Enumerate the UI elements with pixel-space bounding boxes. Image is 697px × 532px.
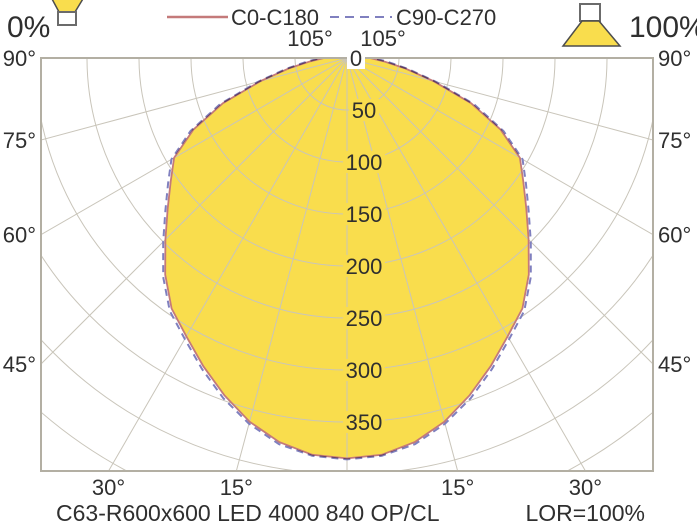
angle-label-right-60: 60° [658, 223, 691, 248]
grid-radial--45deg [42, 59, 347, 364]
radial-label-bg-250 [343, 307, 385, 329]
radial-tick-label-250: 250 [346, 306, 383, 331]
curve-c90-c270 [162, 59, 532, 461]
radial-label-bg-50 [349, 99, 379, 121]
grid-radial-45deg [347, 59, 652, 364]
radial-label-bg-200 [343, 255, 385, 277]
legend-label-c90-c270: C90-C270 [396, 5, 496, 30]
radial-label-bg-100 [343, 151, 385, 173]
radial-tick-label-50: 50 [352, 98, 376, 123]
legend-label-c0-c180: C0-C180 [231, 5, 319, 30]
angle-label-bottom-1: 15° [220, 475, 253, 500]
radial-label-bg-300 [343, 359, 385, 381]
grid-radial-60deg [347, 59, 652, 235]
angle-label-top-left-105: 105° [287, 26, 333, 51]
axis-labels-layer: 0 50 100 150 200 250 300 350 90° 90° 75° 75° 60° 60° 4… [3, 26, 692, 500]
radial-tick-label-100: 100 [346, 150, 383, 175]
radial-tick-label-350: 350 [346, 410, 383, 435]
lor-caption: LOR=100% [525, 500, 645, 526]
grid-radial--15deg [236, 59, 348, 470]
radial-label-bg-350 [343, 411, 385, 433]
angle-label-bottom-2: 15° [441, 475, 474, 500]
curve-c0-c180 [164, 59, 530, 460]
angle-label-top-right-105: 105° [360, 26, 406, 51]
angle-label-bottom-0: 30° [92, 475, 125, 500]
downward-luminaire-icon [561, 3, 622, 47]
angle-label-left-45: 45° [3, 352, 36, 377]
grid-radial--75deg [42, 59, 346, 141]
angle-label-left-60: 60° [3, 223, 36, 248]
angle-label-right-45: 45° [658, 352, 691, 377]
radial-tick-label-150: 150 [346, 202, 383, 227]
downward-percent-label: 100% [629, 11, 697, 44]
grid-radial-75deg [348, 59, 652, 141]
angle-label-left-75: 75° [3, 128, 36, 153]
intensity-curves-layer [162, 59, 532, 461]
angle-label-right-75: 75° [658, 128, 691, 153]
grid-radial--60deg [42, 59, 347, 235]
radial-tick-label-0: 0 [350, 46, 362, 71]
radial-tick-label-200: 200 [346, 254, 383, 279]
radial-label-bg-0 [347, 47, 365, 69]
angle-label-right-90: 90° [658, 46, 691, 71]
radial-label-bg-150 [343, 203, 385, 225]
legend: C0-C180 C90-C270 [167, 5, 496, 30]
product-caption: C63-R600x600 LED 4000 840 OP/CL [56, 500, 440, 526]
angle-label-bottom-3: 30° [569, 475, 602, 500]
upward-luminaire-icon [51, 0, 84, 26]
angle-label-left-90: 90° [3, 46, 36, 71]
upward-percent-label: 0% [7, 11, 50, 44]
radial-tick-label-300: 300 [346, 358, 383, 383]
